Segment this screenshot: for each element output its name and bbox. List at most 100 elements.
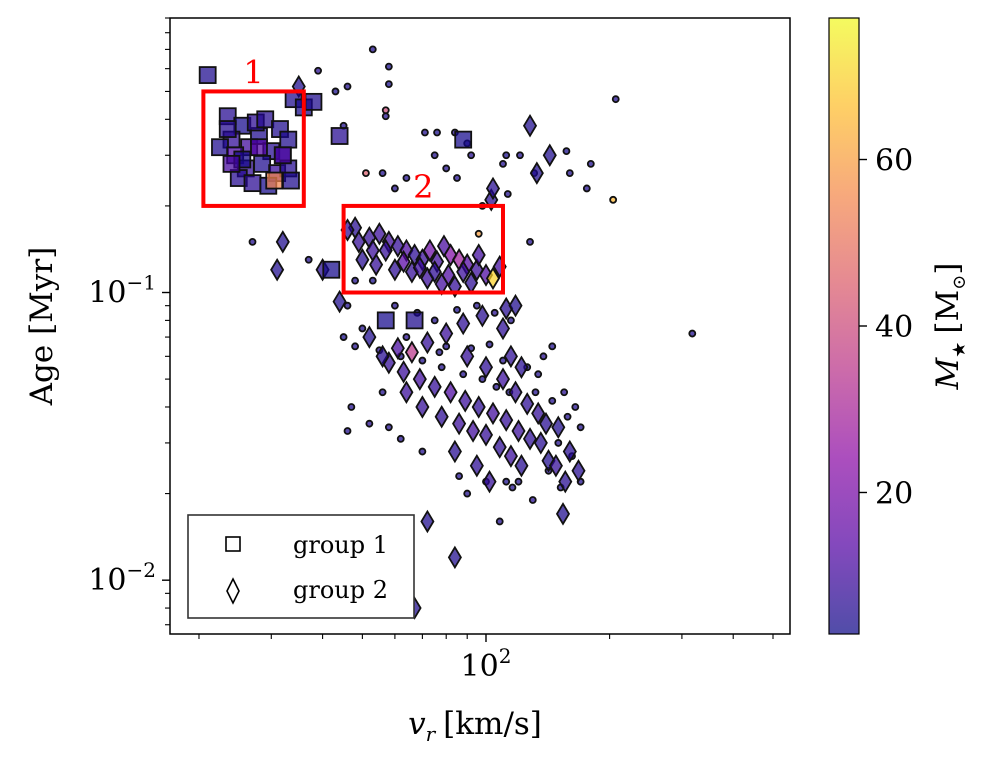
circle-point	[351, 342, 360, 351]
diamond-point	[415, 395, 430, 419]
circle-point	[548, 396, 557, 405]
diamond-point	[542, 143, 557, 168]
diamond-point	[351, 230, 366, 254]
circle-point	[560, 388, 569, 397]
circle-point	[314, 66, 322, 75]
circle-point	[539, 352, 548, 361]
square-point	[265, 171, 284, 190]
circle-point	[435, 348, 444, 357]
diamond-point	[456, 260, 471, 284]
square-point	[454, 130, 473, 149]
diamond-point	[469, 453, 484, 478]
region-label: 2	[413, 168, 433, 206]
diamond-point	[396, 249, 411, 274]
square-point	[282, 171, 300, 190]
circle-point	[534, 370, 543, 379]
selection-regions: 12	[201, 53, 505, 295]
circle-point	[514, 477, 523, 486]
circle-point	[526, 237, 534, 246]
diamond-point	[485, 176, 501, 201]
axes: 102 10−1 10−2	[88, 17, 774, 684]
diamond-point	[538, 411, 554, 436]
circle-point	[331, 87, 340, 96]
diamond-point	[478, 423, 494, 447]
circle-point	[368, 276, 377, 285]
diamond-point	[456, 311, 471, 336]
circle-point	[507, 316, 515, 325]
diamond-point	[447, 545, 462, 570]
circle-point	[609, 195, 618, 204]
circle-point	[562, 147, 571, 156]
circle-point	[495, 517, 504, 526]
diamond-point	[422, 238, 437, 263]
circle-point	[418, 447, 427, 456]
circle-point	[390, 184, 399, 193]
circle-point	[430, 316, 439, 325]
square-point	[243, 174, 262, 193]
region-box	[341, 203, 505, 295]
diamond-point	[471, 395, 486, 419]
circle-point	[402, 174, 411, 182]
square-point	[198, 66, 217, 84]
circle-point	[437, 363, 446, 372]
diamond-point	[390, 234, 405, 258]
circle-point	[490, 308, 499, 317]
circle-point	[384, 423, 393, 432]
circle-point	[499, 356, 507, 365]
circle-point	[485, 340, 494, 349]
diamond-point	[427, 260, 442, 284]
diamond-point	[514, 453, 529, 478]
square-point	[304, 92, 323, 111]
diamond-point	[508, 293, 523, 318]
circle-point	[402, 333, 411, 341]
square-point	[322, 260, 341, 279]
diamond-point	[533, 431, 548, 455]
legend-diamond-marker	[226, 577, 240, 605]
diamond-point	[466, 419, 481, 443]
diamond-point	[427, 375, 442, 399]
diamond-point	[522, 427, 538, 451]
diamond-point	[332, 289, 347, 314]
diamond-point	[387, 257, 402, 282]
diamond-point	[460, 344, 475, 369]
square-point	[211, 138, 229, 157]
diamond-point	[503, 444, 518, 468]
diamond-point	[378, 238, 393, 263]
circle-point	[478, 375, 487, 384]
circle-point	[396, 434, 405, 443]
diamond-point	[399, 380, 414, 405]
diamond-point	[412, 367, 427, 391]
square-point	[405, 311, 424, 330]
circle-point	[459, 370, 468, 379]
circle-point	[351, 276, 360, 285]
diamond-point	[531, 401, 546, 426]
diamond-point	[475, 304, 490, 328]
diamond-point	[522, 113, 538, 138]
diamond-point	[443, 243, 458, 267]
diamond-point	[372, 222, 387, 246]
diamond-point	[355, 247, 370, 272]
diamond-point	[558, 469, 573, 494]
x-axis-label: vr [km/s]	[408, 706, 542, 746]
square-point	[218, 120, 237, 138]
circle-point	[611, 95, 620, 104]
diamond-point	[511, 419, 526, 443]
circle-point	[455, 472, 463, 481]
colorbar-tick-label: 20	[875, 476, 913, 511]
circle-point	[499, 159, 507, 168]
circle-point	[463, 489, 472, 498]
circle-point	[571, 403, 580, 411]
data-points	[198, 45, 697, 620]
diamond-point	[270, 257, 285, 282]
diamond-point	[478, 355, 494, 379]
circle-point	[453, 306, 461, 314]
circle-point	[304, 255, 313, 264]
circle-point	[368, 45, 377, 54]
diamond-point	[458, 389, 473, 413]
circle-point	[688, 329, 697, 338]
circle-point	[381, 112, 390, 121]
colorbar-tick-label: 40	[875, 310, 913, 345]
diamond-point	[420, 509, 435, 534]
diamond-point	[555, 502, 571, 526]
